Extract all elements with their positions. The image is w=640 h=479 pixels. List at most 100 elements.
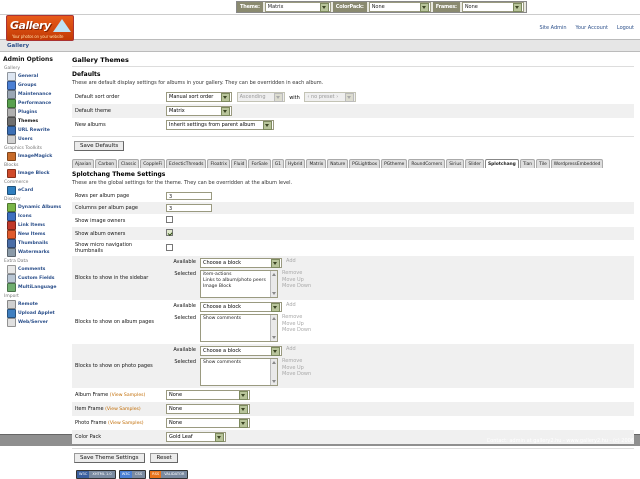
selected-blocks-list[interactable]: Show comments xyxy=(200,314,278,342)
tab-forsale[interactable]: ForSale xyxy=(248,159,271,168)
validator-badge[interactable]: RSS VALIDATOR xyxy=(149,469,189,479)
sidebar-item-plugins[interactable]: Plugins xyxy=(7,107,66,117)
sidebar-item-image-block[interactable]: Image Block xyxy=(7,168,66,178)
frame-select[interactable]: None xyxy=(166,390,250,400)
sidebar-item-web-server[interactable]: Web/Server xyxy=(7,317,66,327)
move-up-button[interactable]: Move Up xyxy=(282,320,304,327)
tab-ajaxian[interactable]: Ajaxian xyxy=(72,159,95,168)
sidebar-item-url-rewrite[interactable]: URL Rewrite xyxy=(7,125,66,135)
tab-eclecticthreads[interactable]: EclecticThreads xyxy=(165,159,207,168)
sidebar-item-link-items[interactable]: Link Items xyxy=(7,220,66,230)
tab-tile[interactable]: Tile xyxy=(536,159,550,168)
nav-link-your-account[interactable]: Your Account xyxy=(575,25,608,31)
sidebar-item-watermarks[interactable]: Watermarks xyxy=(7,247,66,257)
checkbox[interactable] xyxy=(166,243,173,251)
move-down-button[interactable]: Move Down xyxy=(282,371,312,377)
tab-classic[interactable]: Classic xyxy=(118,159,140,168)
list-item[interactable]: Image Block xyxy=(203,284,232,289)
available-block-select[interactable]: Choose a block xyxy=(200,346,282,356)
sidebar-item-general[interactable]: General xyxy=(7,71,66,81)
tab-pglightbox[interactable]: PGLightbox xyxy=(349,159,381,168)
add-block-button[interactable]: Add xyxy=(286,346,296,352)
numeric-input[interactable]: 3 xyxy=(166,192,212,200)
save-theme-settings-button[interactable]: Save Theme Settings xyxy=(74,453,145,463)
frame-select[interactable]: None xyxy=(166,404,250,414)
selected-blocks-list[interactable]: item-actions Links to album/photo peers Im… xyxy=(200,270,278,298)
tab-wordpressembedded[interactable]: WordpressEmbedded xyxy=(550,159,604,168)
theme-switcher-select[interactable]: Matrix xyxy=(264,2,331,12)
tab-floatrix[interactable]: Floatrix xyxy=(207,159,230,168)
sidebar-item-icons[interactable]: Icons xyxy=(7,211,66,221)
sidebar-item-thumbnails[interactable]: Thumbnails xyxy=(7,238,66,248)
tab-pgtheme[interactable]: PGtheme xyxy=(381,159,408,168)
sidebar-item-themes[interactable]: Themes xyxy=(7,116,66,126)
available-block-select[interactable]: Choose a block xyxy=(200,302,282,312)
view-samples-link[interactable]: (View Samples) xyxy=(109,393,146,398)
sidebar-item-comments[interactable]: Comments xyxy=(7,264,66,274)
sidebar-item-maintenance[interactable]: Maintenance xyxy=(7,89,66,99)
sidebar-item-custom-fields[interactable]: Custom Fields xyxy=(7,273,66,283)
reset-button[interactable]: Reset xyxy=(150,453,178,463)
tab-tian[interactable]: Tian xyxy=(519,159,536,168)
scrollbar[interactable] xyxy=(270,271,277,297)
tab-hybrid[interactable]: Hybrid xyxy=(284,159,306,168)
move-up-button[interactable]: Move Up xyxy=(282,276,304,283)
tab-carbon[interactable]: Carbon xyxy=(95,159,118,168)
tab-splotchang[interactable]: Splotchang xyxy=(484,159,519,168)
tab-copplefi[interactable]: CoppleFi xyxy=(140,159,165,168)
tab-nature[interactable]: Nature xyxy=(327,159,349,168)
gallery-logo[interactable]: Gallery Your photos on your website xyxy=(6,15,74,41)
colorpack-select[interactable]: Gold Leaf xyxy=(166,432,226,442)
sidebar-item-multilanguage[interactable]: MultiLanguage xyxy=(7,282,66,292)
sidebar-item-new-items[interactable]: New Items xyxy=(7,229,66,239)
view-samples-link[interactable]: (View Samples) xyxy=(105,407,141,412)
add-block-button[interactable]: Add xyxy=(286,258,296,264)
sidebar-item-upload-applet[interactable]: Upload Applet xyxy=(7,308,66,318)
list-item[interactable]: Show comments xyxy=(203,360,242,365)
add-block-button[interactable]: Add xyxy=(286,302,296,308)
tab-matrix[interactable]: Matrix xyxy=(306,159,327,168)
remove-block-button[interactable]: Remove xyxy=(282,314,303,320)
available-block-select[interactable]: Choose a block xyxy=(200,258,282,268)
remove-block-button[interactable]: Remove xyxy=(282,358,303,364)
sidebar-item-users[interactable]: Users xyxy=(7,134,66,144)
colorpack-switcher-select[interactable]: None xyxy=(368,2,431,12)
checkbox[interactable] xyxy=(166,229,173,236)
frame-select[interactable]: None xyxy=(166,418,250,428)
validator-badge[interactable]: W3C CSS xyxy=(118,469,147,479)
numeric-input[interactable]: 3 xyxy=(166,204,212,212)
default-theme-select[interactable]: Matrix xyxy=(166,106,232,116)
sidebar-item-imagemagick[interactable]: ImageMagick xyxy=(7,151,66,161)
tab-sirius[interactable]: Sirius xyxy=(446,159,465,168)
tab-slider[interactable]: Slider xyxy=(465,159,484,168)
sidebar-item-groups[interactable]: Groups xyxy=(7,80,66,90)
sidebar-item-dynamic-albums[interactable]: Dynamic Albums xyxy=(7,202,66,212)
move-down-button[interactable]: Move Down xyxy=(282,327,312,333)
tab-roundcorners[interactable]: RoundCorners xyxy=(408,159,446,168)
list-item[interactable]: Show comments xyxy=(203,316,242,321)
nav-link-site-admin[interactable]: Site Admin xyxy=(539,25,567,31)
list-item[interactable]: Links to album/photo peers xyxy=(203,278,266,283)
selected-blocks-list[interactable]: Show comments xyxy=(200,358,278,386)
theme-switcher[interactable]: Theme: Matrix ColorPack: None Frames: No… xyxy=(236,1,527,13)
tab-fluid[interactable]: Fluid xyxy=(230,159,248,168)
move-up-button[interactable]: Move Up xyxy=(282,364,304,371)
breadcrumb-gallery[interactable]: Gallery xyxy=(7,43,30,49)
frames-switcher-select[interactable]: None xyxy=(461,2,524,12)
sidebar-item-performance[interactable]: Performance xyxy=(7,98,66,108)
checkbox[interactable] xyxy=(166,216,173,223)
new-albums-select[interactable]: Inherit settings from parent album xyxy=(166,120,274,130)
list-item[interactable]: item-actions xyxy=(203,272,232,277)
move-down-button[interactable]: Move Down xyxy=(282,283,312,289)
sidebar-item-remote[interactable]: Remote xyxy=(7,299,66,309)
sidebar-item-ecard[interactable]: eCard xyxy=(7,185,66,195)
scrollbar[interactable] xyxy=(270,359,277,385)
save-defaults-button[interactable]: Save Defaults xyxy=(74,141,125,151)
tab-g1[interactable]: G1 xyxy=(271,159,284,168)
scrollbar[interactable] xyxy=(270,315,277,341)
view-samples-link[interactable]: (View Samples) xyxy=(108,421,144,426)
nav-link-logout[interactable]: Logout xyxy=(616,25,634,31)
validator-badge[interactable]: W3C XHTML 1.0 xyxy=(76,469,116,479)
remove-block-button[interactable]: Remove xyxy=(282,270,303,276)
sort-order-select[interactable]: Manual sort order xyxy=(166,92,232,102)
